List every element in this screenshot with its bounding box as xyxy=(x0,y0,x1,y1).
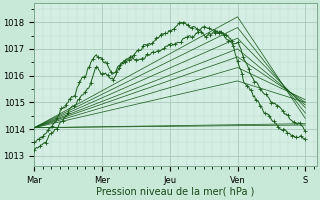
X-axis label: Pression niveau de la mer( hPa ): Pression niveau de la mer( hPa ) xyxy=(96,187,255,197)
